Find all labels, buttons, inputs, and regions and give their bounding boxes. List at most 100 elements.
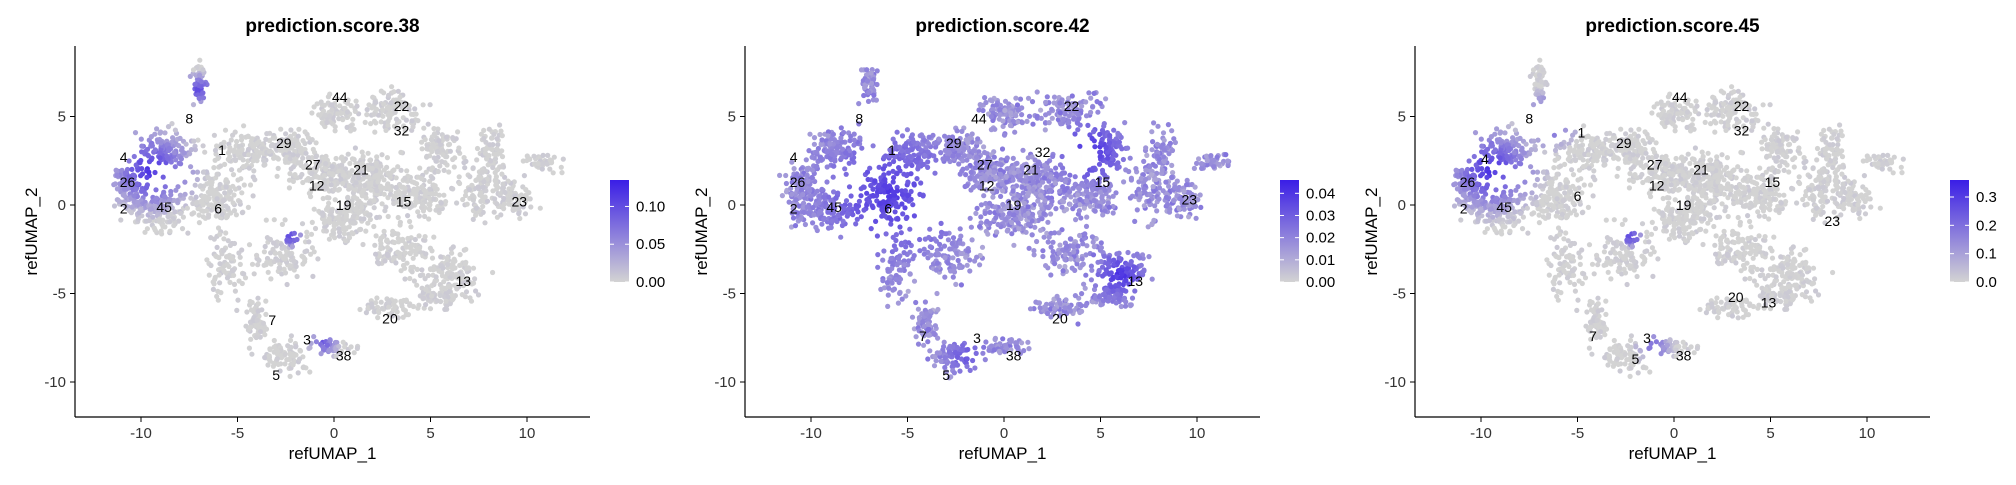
cell-point xyxy=(535,161,540,166)
cell-point xyxy=(329,182,334,187)
cell-point xyxy=(439,159,444,164)
cell-point xyxy=(825,133,830,138)
cell-point xyxy=(132,154,137,159)
cell-point xyxy=(849,193,854,198)
cell-point xyxy=(931,153,936,158)
cell-point xyxy=(990,98,995,103)
cell-point xyxy=(1003,217,1008,222)
cell-point xyxy=(285,282,290,287)
cell-point xyxy=(1058,176,1063,181)
cell-point xyxy=(981,144,986,149)
cell-point xyxy=(146,170,151,175)
cell-point xyxy=(439,200,444,205)
cell-point xyxy=(1045,205,1050,210)
cell-point xyxy=(1044,185,1049,190)
cell-point xyxy=(320,120,325,125)
cell-point xyxy=(971,148,976,153)
colorbar-tick-label: 0.05 xyxy=(636,236,665,253)
cell-point xyxy=(337,234,342,239)
cell-point xyxy=(440,273,445,278)
cell-point xyxy=(276,156,281,161)
cell-point xyxy=(460,197,465,202)
cell-point xyxy=(312,104,317,109)
cell-point xyxy=(432,281,437,286)
cell-point xyxy=(283,352,288,357)
cell-point xyxy=(1156,196,1161,201)
cell-point xyxy=(818,155,823,160)
cell-point xyxy=(336,188,341,193)
cell-point xyxy=(853,221,858,226)
cell-point xyxy=(1058,121,1063,126)
cell-point xyxy=(1045,94,1050,99)
cell-point xyxy=(421,296,426,301)
cell-point xyxy=(471,165,476,170)
cell-point xyxy=(1173,140,1178,145)
cell-point xyxy=(1172,185,1177,190)
cell-point xyxy=(1118,144,1123,149)
cell-point xyxy=(904,216,909,221)
cell-point xyxy=(1148,192,1153,197)
cell-point xyxy=(1171,198,1176,203)
cell-point xyxy=(446,169,451,174)
cell-point xyxy=(313,226,318,231)
cell-point xyxy=(231,268,236,273)
cell-point xyxy=(225,262,230,267)
cell-point xyxy=(1035,89,1040,94)
cell-point xyxy=(1164,195,1169,200)
cell-point xyxy=(1223,152,1228,157)
cell-point xyxy=(204,257,209,262)
cell-point xyxy=(288,263,293,268)
cell-point xyxy=(350,231,355,236)
cell-point xyxy=(212,133,217,138)
cell-point xyxy=(882,183,887,188)
cell-point xyxy=(538,206,543,211)
cell-point xyxy=(1071,115,1076,120)
cell-point xyxy=(1152,203,1157,208)
cell-point xyxy=(955,128,960,133)
cell-point xyxy=(294,237,299,242)
cell-point xyxy=(309,232,314,237)
cell-point xyxy=(846,211,851,216)
cell-point xyxy=(551,170,556,175)
cell-point xyxy=(1143,145,1148,150)
cell-point xyxy=(360,150,365,155)
cell-point xyxy=(275,356,280,361)
cell-point xyxy=(888,222,893,227)
cell-point xyxy=(960,167,965,172)
cell-point xyxy=(385,155,390,160)
cluster-label: 7 xyxy=(268,312,276,328)
cell-point xyxy=(325,205,330,210)
cell-point xyxy=(185,206,190,211)
cell-point xyxy=(331,231,336,236)
cell-point xyxy=(217,261,222,266)
cell-point xyxy=(801,210,806,215)
cell-point xyxy=(866,90,871,95)
cell-point xyxy=(296,143,301,148)
cell-point xyxy=(831,175,836,180)
cell-point xyxy=(850,212,855,217)
cell-point xyxy=(335,111,340,116)
cell-point xyxy=(240,281,245,286)
cell-point xyxy=(330,164,335,169)
cell-point xyxy=(456,145,461,150)
cell-point xyxy=(838,135,843,140)
cell-point xyxy=(166,157,171,162)
cell-point xyxy=(382,167,387,172)
cell-point xyxy=(463,159,468,164)
cell-point xyxy=(417,233,422,238)
cell-point xyxy=(242,182,247,187)
cell-point xyxy=(261,158,266,163)
cell-point xyxy=(283,160,288,165)
cell-point xyxy=(430,176,435,181)
cell-point xyxy=(289,166,294,171)
cell-point xyxy=(267,149,272,154)
cell-point xyxy=(264,218,269,223)
cell-point xyxy=(427,196,432,201)
cell-point xyxy=(373,100,378,105)
cell-point xyxy=(1144,153,1149,158)
cell-point xyxy=(200,90,205,95)
cell-point xyxy=(334,156,339,161)
cell-point xyxy=(1194,161,1199,166)
cell-point xyxy=(248,325,253,330)
